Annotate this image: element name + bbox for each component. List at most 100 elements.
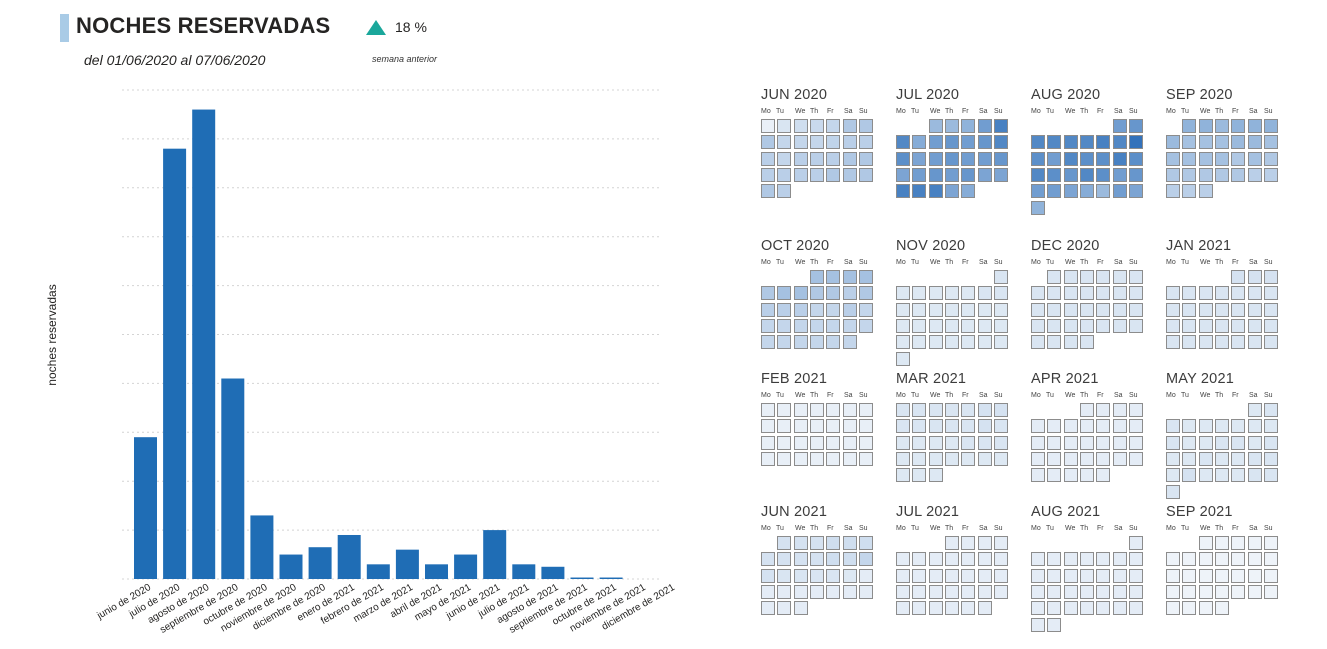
calendar-day-cell[interactable] [1166, 601, 1180, 616]
calendar-day-cell[interactable] [1166, 286, 1180, 301]
calendar-day-cell[interactable] [777, 302, 792, 317]
calendar-day-cell[interactable] [977, 302, 992, 317]
calendar-day-cell[interactable] [1263, 318, 1278, 333]
calendar-day-cell[interactable] [1128, 568, 1143, 583]
calendar-day-cell[interactable] [1063, 419, 1078, 434]
calendar-day-cell[interactable] [928, 451, 943, 466]
calendar-day-cell[interactable] [977, 568, 992, 583]
calendar-day-cell[interactable] [928, 419, 943, 434]
calendar-day-cell[interactable] [858, 302, 873, 317]
calendar-day-cell[interactable] [793, 119, 808, 133]
calendar-day-cell[interactable] [1112, 167, 1127, 182]
calendar-day-cell[interactable] [1096, 286, 1111, 301]
calendar-day-cell[interactable] [761, 119, 775, 133]
calendar-day-cell[interactable] [977, 435, 992, 450]
calendar-day-cell[interactable] [912, 302, 927, 317]
calendar-day-cell[interactable] [944, 568, 959, 583]
calendar-day-cell[interactable] [912, 435, 927, 450]
calendar-day-cell[interactable] [912, 552, 927, 567]
bar[interactable] [221, 378, 245, 579]
calendar-day-cell[interactable] [793, 584, 808, 599]
calendar-day-cell[interactable] [826, 286, 841, 301]
calendar-day-cell[interactable] [1047, 584, 1062, 599]
calendar-day-cell[interactable] [1263, 584, 1278, 599]
calendar-day-cell[interactable] [1112, 318, 1127, 333]
calendar-day-cell[interactable] [1128, 318, 1143, 333]
calendar-day-cell[interactable] [1231, 167, 1246, 182]
calendar-day-cell[interactable] [944, 536, 959, 550]
calendar-day-cell[interactable] [1231, 318, 1246, 333]
calendar-day-cell[interactable] [1182, 184, 1197, 199]
calendar-day-cell[interactable] [1263, 335, 1278, 350]
calendar-day-cell[interactable] [777, 552, 792, 567]
calendar-day-cell[interactable] [1214, 335, 1229, 350]
calendar-day-cell[interactable] [1247, 468, 1262, 483]
calendar-day-cell[interactable] [928, 468, 943, 483]
calendar-day-cell[interactable] [1079, 451, 1094, 466]
calendar-day-cell[interactable] [1031, 435, 1045, 450]
calendar-day-cell[interactable] [1247, 135, 1262, 150]
calendar-day-cell[interactable] [977, 167, 992, 182]
calendar-day-cell[interactable] [993, 435, 1008, 450]
calendar-day-cell[interactable] [1079, 135, 1094, 150]
calendar-day-cell[interactable] [993, 568, 1008, 583]
calendar-day-cell[interactable] [977, 151, 992, 166]
calendar-day-cell[interactable] [961, 419, 976, 434]
calendar-day-cell[interactable] [993, 451, 1008, 466]
calendar-day-cell[interactable] [993, 584, 1008, 599]
calendar-day-cell[interactable] [977, 335, 992, 350]
bar[interactable] [425, 564, 448, 579]
calendar-day-cell[interactable] [1198, 302, 1213, 317]
calendar-day-cell[interactable] [1198, 601, 1213, 616]
calendar-day-cell[interactable] [809, 584, 824, 599]
calendar-day-cell[interactable] [1112, 286, 1127, 301]
calendar-day-cell[interactable] [1182, 584, 1197, 599]
calendar-day-cell[interactable] [928, 335, 943, 350]
calendar-day-cell[interactable] [777, 403, 792, 417]
calendar-day-cell[interactable] [1231, 119, 1246, 133]
calendar-day-cell[interactable] [961, 335, 976, 350]
calendar-day-cell[interactable] [944, 151, 959, 166]
calendar-day-cell[interactable] [1214, 435, 1229, 450]
calendar-day-cell[interactable] [1166, 167, 1180, 182]
calendar-day-cell[interactable] [761, 167, 775, 182]
calendar-day-cell[interactable] [1247, 403, 1262, 417]
calendar-day-cell[interactable] [1166, 435, 1180, 450]
calendar-day-cell[interactable] [912, 167, 927, 182]
calendar-day-cell[interactable] [993, 167, 1008, 182]
calendar-day-cell[interactable] [777, 335, 792, 350]
calendar-day-cell[interactable] [1096, 468, 1111, 483]
calendar-day-cell[interactable] [1166, 419, 1180, 434]
calendar-day-cell[interactable] [793, 536, 808, 550]
calendar-day-cell[interactable] [1096, 451, 1111, 466]
calendar-day-cell[interactable] [793, 151, 808, 166]
calendar-day-cell[interactable] [1063, 468, 1078, 483]
calendar-day-cell[interactable] [1182, 135, 1197, 150]
bar[interactable] [599, 577, 623, 579]
calendar-day-cell[interactable] [1166, 468, 1180, 483]
calendar-day-cell[interactable] [912, 468, 927, 483]
calendar-day-cell[interactable] [944, 584, 959, 599]
calendar-day-cell[interactable] [793, 167, 808, 182]
calendar-day-cell[interactable] [1247, 536, 1262, 550]
calendar-day-cell[interactable] [896, 403, 910, 417]
calendar-day-cell[interactable] [826, 451, 841, 466]
calendar-day-cell[interactable] [1096, 151, 1111, 166]
calendar-day-cell[interactable] [1247, 318, 1262, 333]
calendar-day-cell[interactable] [1166, 568, 1180, 583]
calendar-day-cell[interactable] [1096, 435, 1111, 450]
calendar-day-cell[interactable] [961, 552, 976, 567]
calendar-day-cell[interactable] [993, 536, 1008, 550]
calendar-day-cell[interactable] [1079, 286, 1094, 301]
calendar-day-cell[interactable] [961, 302, 976, 317]
calendar-day-cell[interactable] [993, 286, 1008, 301]
calendar-day-cell[interactable] [809, 419, 824, 434]
calendar-day-cell[interactable] [1247, 435, 1262, 450]
calendar-day-cell[interactable] [1031, 200, 1045, 215]
calendar-day-cell[interactable] [1247, 270, 1262, 284]
calendar-day-cell[interactable] [1263, 302, 1278, 317]
calendar-day-cell[interactable] [1247, 568, 1262, 583]
calendar-day-cell[interactable] [977, 286, 992, 301]
calendar-day-cell[interactable] [1047, 318, 1062, 333]
calendar-day-cell[interactable] [1079, 184, 1094, 199]
